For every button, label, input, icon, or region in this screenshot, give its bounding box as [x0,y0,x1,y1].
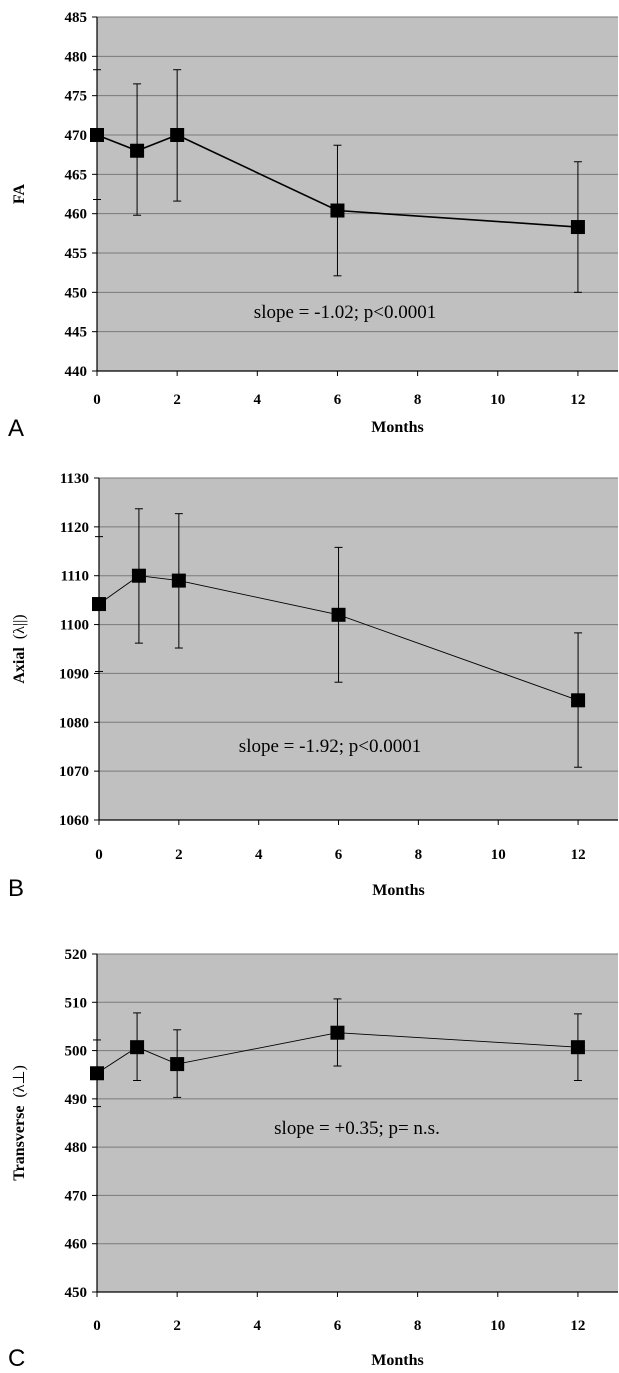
x-tick-label: 6 [335,847,343,863]
y-tick-label: 1080 [59,715,89,731]
data-point [92,597,106,612]
x-tick-label: 12 [570,392,585,408]
x-tick-label: 8 [414,392,422,408]
data-point [130,143,145,158]
y-tick-label: 460 [65,207,88,223]
x-tick-label: 2 [173,1318,181,1334]
y-tick-label: 1120 [60,520,89,536]
x-tick-label: 2 [175,847,183,863]
data-point [570,1040,585,1055]
y-tick-label: 500 [65,1044,88,1060]
y-axis-label-name: Axial [11,647,28,684]
x-tick-label: 0 [95,847,103,863]
y-axis-label: FA [11,183,28,204]
y-axis-label-name: FA [11,183,28,204]
y-tick-label: 510 [65,995,88,1011]
x-tick-label: 8 [415,847,423,863]
slope-annotation: slope = -1.02; p<0.0001 [254,302,436,323]
y-tick-label: 460 [65,1237,88,1253]
slope-annotation: slope = -1.92; p<0.0001 [239,736,421,757]
data-point [571,693,586,708]
x-tick-label: 8 [414,1318,422,1334]
x-tick-label: 0 [93,392,101,408]
y-tick-label: 475 [65,89,88,105]
plot-area [97,954,618,1292]
x-tick-label: 10 [491,847,506,863]
x-tick-label: 0 [93,1318,101,1334]
y-tick-label: 1130 [60,471,89,487]
panel-label: C [8,1345,25,1372]
chart-panel-c: 450 460 470 480 490 500 510 520 0 2 4 6 8 10 12 slope =… [8,947,618,1372]
x-axis-label: Months [371,1352,423,1369]
y-axis-label-symbol: (λ||) [11,614,28,639]
x-axis-label: Months [372,882,424,899]
y-tick-label: 440 [65,364,88,380]
y-tick-label: 1100 [60,618,89,634]
data-point [131,568,146,583]
y-tick-label: 490 [65,1092,88,1108]
y-tick-label: 1110 [61,569,89,585]
x-tick-label: 4 [255,847,263,863]
x-tick-label: 4 [254,1318,262,1334]
y-tick-label: 465 [65,167,88,183]
y-tick-label: 1060 [59,813,89,829]
data-point [330,1025,345,1040]
y-tick-label: 485 [65,10,88,26]
data-point [90,1066,104,1081]
slope-annotation: slope = +0.35; p= n.s. [274,1118,440,1139]
plot-area [97,17,618,371]
y-tick-label: 1090 [59,666,89,682]
plot-area [99,478,618,820]
y-tick-label: 1070 [59,764,89,780]
x-tick-label: 6 [334,392,342,408]
data-point [130,1040,145,1055]
x-tick-label: 2 [173,392,181,408]
x-axis-label: Months [371,419,423,436]
y-axis-label-symbol: (λ⊥) [11,1065,28,1097]
y-axis-label-name: Transverse [11,1106,28,1181]
y-tick-label: 470 [65,128,88,144]
data-point [331,607,346,622]
data-point [170,1057,185,1072]
data-point [90,128,104,142]
data-point [570,220,585,235]
x-tick-label: 12 [571,847,586,863]
x-tick-label: 12 [570,1318,585,1334]
y-tick-label: 450 [65,1285,88,1301]
panel-label: B [8,875,24,902]
chart-panel-a: 440 445 450 455 460 465 470 475 480 485 0 2 4 6 8 10 12 s… [8,10,618,442]
y-tick-label: 445 [65,325,88,341]
y-tick-label: 470 [65,1188,88,1204]
y-tick-label: 455 [65,246,88,262]
x-tick-label: 10 [490,392,505,408]
y-tick-label: 480 [65,1140,88,1156]
panel-label: A [8,415,24,442]
y-axis-label: Transverse (λ⊥) [11,1065,28,1181]
y-axis-label: Axial (λ||) [11,614,28,683]
chart-panel-b: 1060 1070 1080 1090 1100 1110 1120 1130 0 2 4 6 8 10 1… [8,471,618,902]
x-tick-label: 6 [334,1318,342,1334]
y-tick-label: 520 [65,947,88,963]
data-point [330,203,345,218]
data-point [171,573,186,588]
y-tick-label: 450 [65,285,88,301]
data-point [170,128,185,142]
x-tick-label: 10 [490,1318,505,1334]
x-tick-label: 4 [254,392,262,408]
y-tick-label: 480 [65,49,88,65]
